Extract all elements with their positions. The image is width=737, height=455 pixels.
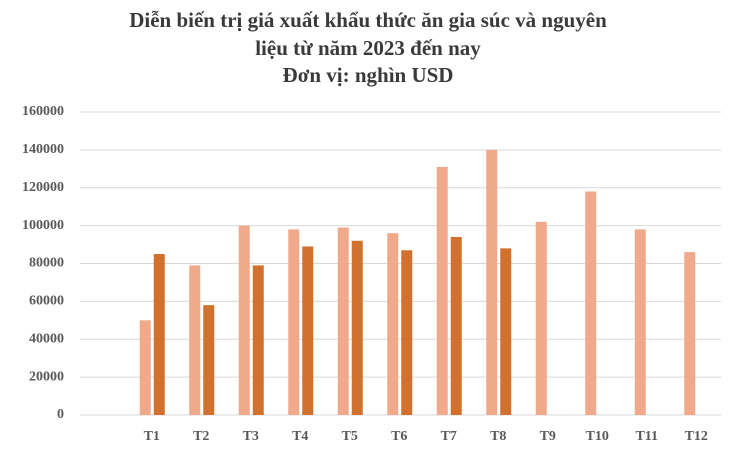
bar	[486, 149, 498, 415]
bar	[153, 254, 165, 415]
x-tick-label: T11	[635, 429, 658, 444]
y-tick-label: 0	[57, 407, 64, 422]
bar	[189, 265, 201, 415]
bar	[252, 265, 264, 415]
x-tick-label: T5	[342, 429, 358, 444]
x-tick-label: T9	[540, 429, 556, 444]
bar	[139, 320, 151, 415]
bar	[238, 225, 250, 415]
y-tick-label: 160000	[22, 104, 64, 119]
chart-title: Diễn biến trị giá xuất khẩu thức ăn gia …	[129, 8, 607, 32]
y-tick-label: 120000	[22, 180, 64, 195]
y-tick-label: 80000	[29, 256, 64, 271]
x-tick-label: T12	[685, 429, 708, 444]
y-tick-label: 100000	[22, 218, 64, 233]
bar	[351, 240, 363, 415]
bar	[535, 221, 547, 415]
y-tick-label: 60000	[29, 294, 64, 309]
chart-title: liệu từ năm 2023 đến nay	[255, 36, 481, 60]
x-tick-label: T10	[586, 429, 609, 444]
bar	[585, 191, 597, 415]
x-tick-label: T3	[243, 429, 259, 444]
bar	[387, 233, 399, 415]
x-tick-label: T2	[193, 429, 209, 444]
y-tick-label: 20000	[29, 369, 64, 384]
chart-subtitle: Đơn vị: nghìn USD	[283, 63, 454, 87]
x-tick-label: T8	[490, 429, 506, 444]
bar	[634, 229, 646, 415]
bar	[450, 236, 462, 415]
bar	[500, 248, 512, 415]
bar	[203, 305, 215, 415]
bar	[684, 252, 696, 415]
x-tick-label: T4	[292, 429, 308, 444]
y-tick-label: 140000	[22, 142, 64, 157]
bar	[337, 227, 349, 415]
bar	[288, 229, 300, 415]
x-tick-label: T1	[144, 429, 160, 444]
y-tick-label: 40000	[29, 331, 64, 346]
x-tick-label: T7	[441, 429, 457, 444]
bar	[401, 250, 413, 415]
bar	[302, 246, 314, 415]
x-tick-label: T6	[391, 429, 407, 444]
bar	[436, 166, 448, 415]
